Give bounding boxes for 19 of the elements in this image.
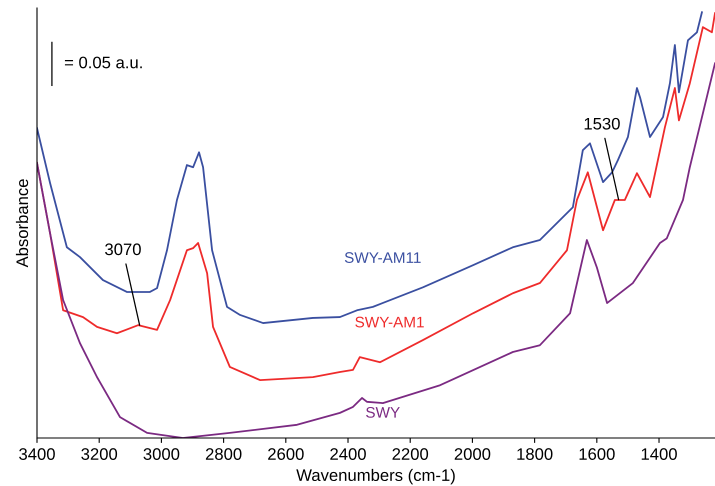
x-tick-label: 1400 (642, 448, 677, 460)
annotation: 1530 (584, 118, 620, 130)
x-tick-label: 2800 (206, 448, 242, 460)
x-tick-label: 1600 (580, 448, 615, 460)
x-tick-label: 3400 (19, 448, 55, 460)
x-tick-label: 2200 (392, 448, 428, 460)
annotation: = 0.05 a.u. (64, 56, 142, 68)
x-tick-label: 3200 (81, 448, 118, 460)
series-label: SWY-AM11 (344, 252, 421, 263)
annotation: 3070 (105, 243, 141, 256)
x-tick-label: 2600 (268, 448, 304, 460)
y-axis-title: Absorbance (16, 179, 28, 268)
series-label: SWY-AM1 (355, 316, 424, 328)
x-tick-label: 2000 (454, 448, 490, 460)
series-label: SWY (366, 406, 400, 418)
x-tick-label: 1800 (517, 448, 553, 460)
x-tick-label: 2400 (330, 448, 366, 460)
x-axis-title: Wavenumbers (cm-1) (296, 468, 455, 484)
x-tick-label: 3000 (144, 448, 180, 460)
